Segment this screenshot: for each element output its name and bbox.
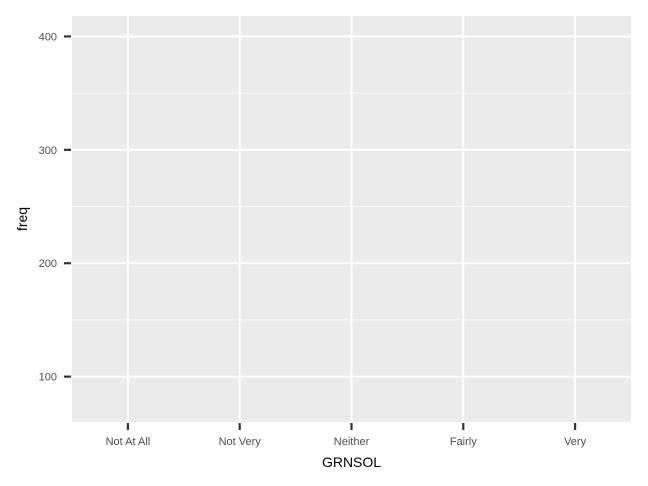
x-tick-label: Not At All bbox=[106, 436, 151, 448]
y-tick-label: 100 bbox=[39, 372, 57, 384]
x-tick-label: Neither bbox=[334, 436, 370, 448]
y-tick-label: 200 bbox=[39, 258, 57, 270]
x-axis-title: GRNSOL bbox=[322, 454, 381, 470]
y-tick-label: 400 bbox=[39, 31, 57, 43]
x-tick-label: Very bbox=[564, 436, 587, 448]
y-tick-label: 300 bbox=[39, 145, 57, 157]
x-tick-label: Fairly bbox=[450, 436, 477, 448]
y-axis-title: freq bbox=[14, 207, 30, 231]
x-axis: Not At All Not Very Neither Fairly Very bbox=[106, 423, 587, 448]
x-tick-label: Not Very bbox=[219, 436, 262, 448]
y-axis: 100 200 300 400 bbox=[39, 31, 71, 384]
major-gridlines bbox=[72, 16, 631, 422]
